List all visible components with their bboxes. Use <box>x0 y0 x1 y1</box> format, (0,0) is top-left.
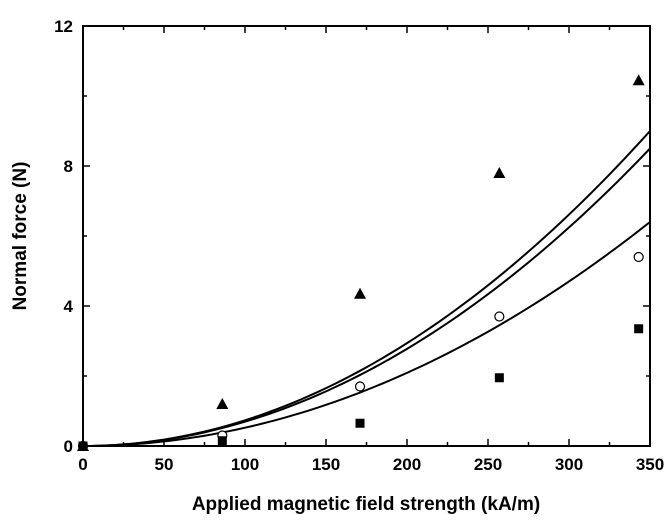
axis-ticks <box>82 25 651 447</box>
fit-curve <box>82 221 651 447</box>
x-tick-label: 0 <box>78 455 87 474</box>
fit-curve <box>82 130 651 447</box>
square-marker <box>634 324 644 334</box>
triangle-marker <box>493 167 506 178</box>
fit-curve <box>82 147 651 447</box>
x-tick-label: 250 <box>474 455 502 474</box>
y-tick-labels: 0 4 8 12 <box>54 17 73 456</box>
plot-frame <box>82 25 651 447</box>
triangle-marker <box>632 74 645 86</box>
square-marker <box>494 373 504 383</box>
x-tick-label: 200 <box>393 455 421 474</box>
data-markers <box>77 74 645 452</box>
x-tick-labels: 0 50 100 150 200 250 300 350 <box>78 455 664 474</box>
y-tick-label: 12 <box>54 17 73 36</box>
y-axis-title: Normal force (N) <box>10 162 31 311</box>
y-tick-label: 4 <box>64 297 74 316</box>
open-circle-marker <box>494 311 505 322</box>
square-marker <box>217 436 227 446</box>
fit-curves <box>82 130 651 447</box>
x-tick-label: 300 <box>555 455 583 474</box>
open-circle-marker <box>354 381 366 392</box>
triangle-marker <box>216 398 229 409</box>
x-tick-label: 150 <box>312 455 340 474</box>
x-axis-title: Applied magnetic field strength (kA/m) <box>192 494 540 515</box>
y-tick-label: 8 <box>64 157 73 176</box>
square-marker <box>78 441 88 451</box>
open-circle-marker <box>633 251 644 263</box>
x-tick-label: 50 <box>155 455 174 474</box>
square-marker <box>355 418 365 428</box>
x-tick-label: 350 <box>636 455 664 474</box>
y-tick-label: 0 <box>64 437 73 456</box>
triangle-marker <box>354 287 367 299</box>
x-tick-label: 100 <box>231 455 259 474</box>
